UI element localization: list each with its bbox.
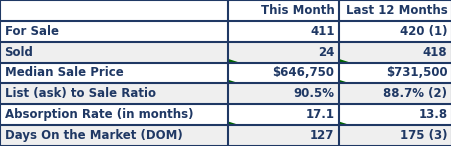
Polygon shape [338, 80, 350, 83]
Bar [0, 83, 228, 104]
Text: 90.5%: 90.5% [293, 87, 334, 100]
Polygon shape [228, 121, 239, 125]
Text: 175 (3): 175 (3) [399, 129, 446, 142]
Bar [0, 21, 228, 42]
Bar [0, 0, 228, 21]
Bar [228, 125, 338, 146]
Text: $646,750: $646,750 [272, 66, 334, 80]
Text: This Month: This Month [260, 4, 334, 17]
Bar [228, 21, 338, 42]
Bar [338, 83, 451, 104]
Text: List (ask) to Sale Ratio: List (ask) to Sale Ratio [5, 87, 155, 100]
Polygon shape [338, 59, 350, 63]
Bar [228, 83, 338, 104]
Polygon shape [228, 59, 239, 63]
Bar [338, 125, 451, 146]
Text: 420 (1): 420 (1) [399, 25, 446, 38]
Text: Last 12 Months: Last 12 Months [345, 4, 446, 17]
Bar [228, 0, 338, 21]
Bar [338, 21, 451, 42]
Text: 13.8: 13.8 [418, 108, 446, 121]
Bar [0, 125, 228, 146]
Text: Days On the Market (DOM): Days On the Market (DOM) [5, 129, 182, 142]
Bar [228, 63, 338, 83]
Polygon shape [228, 80, 239, 83]
Text: 418: 418 [422, 46, 446, 59]
Text: Median Sale Price: Median Sale Price [5, 66, 123, 80]
Text: Absorption Rate (in months): Absorption Rate (in months) [5, 108, 193, 121]
Bar [0, 104, 228, 125]
Text: 411: 411 [309, 25, 334, 38]
Bar [338, 63, 451, 83]
Bar [228, 104, 338, 125]
Text: 17.1: 17.1 [305, 108, 334, 121]
Polygon shape [338, 121, 350, 125]
Text: For Sale: For Sale [5, 25, 58, 38]
Text: 127: 127 [309, 129, 334, 142]
Text: Sold: Sold [5, 46, 33, 59]
Bar [338, 104, 451, 125]
Bar [338, 42, 451, 63]
Bar [0, 42, 228, 63]
Bar [228, 42, 338, 63]
Text: $731,500: $731,500 [385, 66, 446, 80]
Bar [338, 0, 451, 21]
Text: 88.7% (2): 88.7% (2) [382, 87, 446, 100]
Text: 24: 24 [318, 46, 334, 59]
Bar [0, 63, 228, 83]
